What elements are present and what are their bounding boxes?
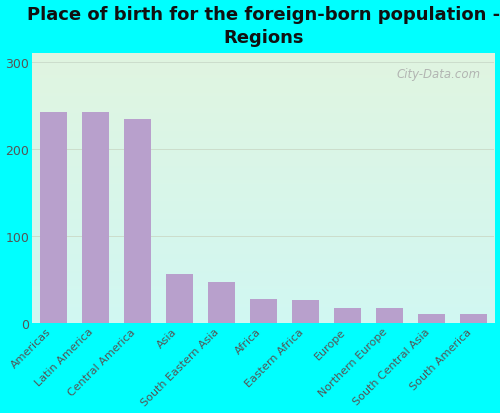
Bar <box>208 282 235 323</box>
Bar <box>124 120 151 323</box>
Bar <box>418 315 445 323</box>
Bar <box>40 112 67 323</box>
Bar <box>250 299 277 323</box>
Bar <box>166 274 193 323</box>
Title: Place of birth for the foreign-born population -
Regions: Place of birth for the foreign-born popu… <box>27 5 500 47</box>
Bar <box>292 300 319 323</box>
Bar <box>460 315 487 323</box>
Text: City-Data.com: City-Data.com <box>396 68 480 81</box>
Bar <box>376 308 403 323</box>
Bar <box>82 112 109 323</box>
Bar <box>334 308 361 323</box>
